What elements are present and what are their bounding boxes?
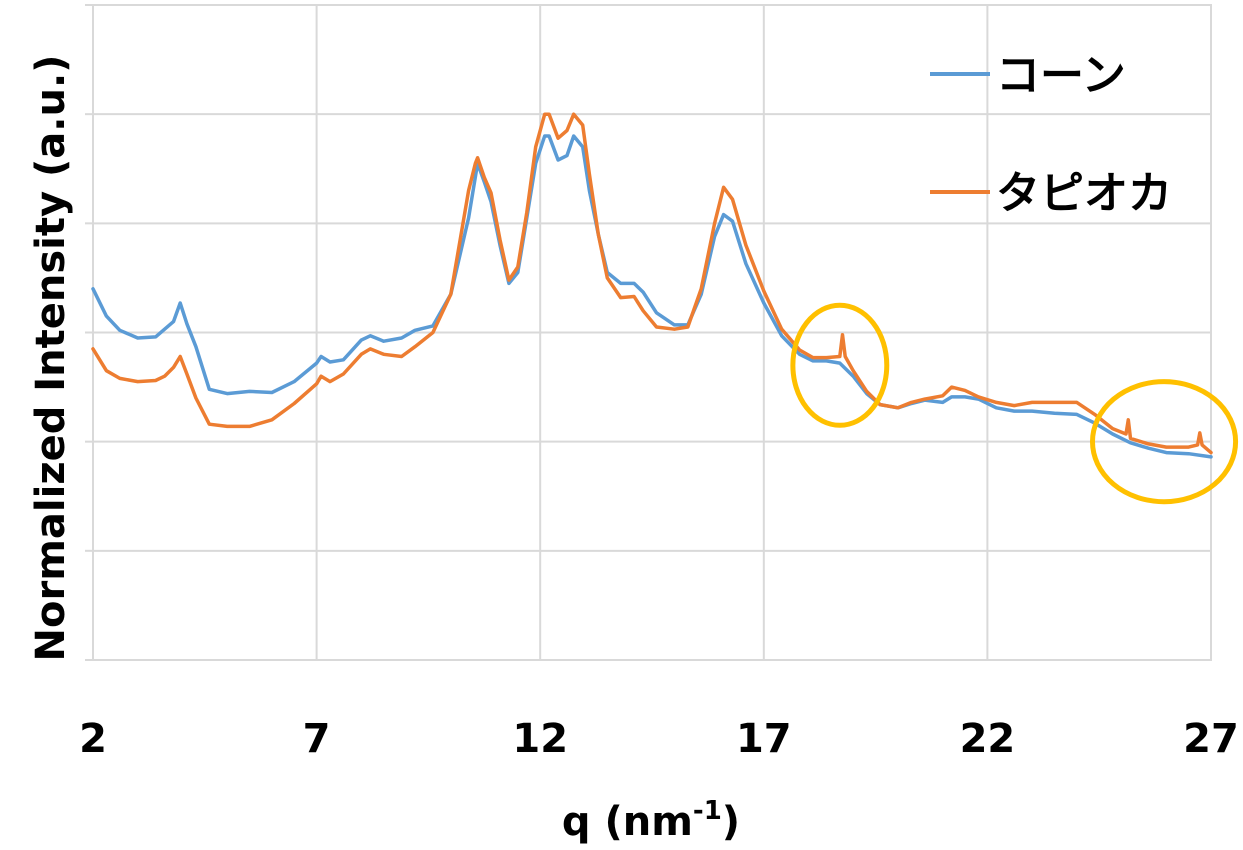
plot-frame <box>92 4 1212 661</box>
series-line-1 <box>91 134 1213 459</box>
annotation-layer <box>790 302 1239 505</box>
x-axis-title: q (nm-1) <box>562 796 740 845</box>
x-tick-label: 12 <box>512 716 568 762</box>
legend-label-1: コーン <box>996 50 1126 101</box>
x-tick-label: 2 <box>79 716 107 762</box>
x-tick-labels: 2 7 12 17 22 27 <box>79 716 1239 762</box>
grid <box>85 4 1212 661</box>
x-tick-label: 7 <box>303 716 331 762</box>
x-tick-label: 17 <box>736 716 792 762</box>
y-axis-title: Normalized Intensity (a.u.) <box>28 55 74 662</box>
series-line-2 <box>91 112 1213 455</box>
x-tick-label: 22 <box>960 716 1016 762</box>
highlight-ellipse-2 <box>1089 379 1239 505</box>
legend-label-2: タピオカ <box>996 168 1172 219</box>
highlight-ellipse-1 <box>790 302 890 428</box>
series-layer <box>91 112 1213 459</box>
x-tick-label: 27 <box>1183 716 1239 762</box>
